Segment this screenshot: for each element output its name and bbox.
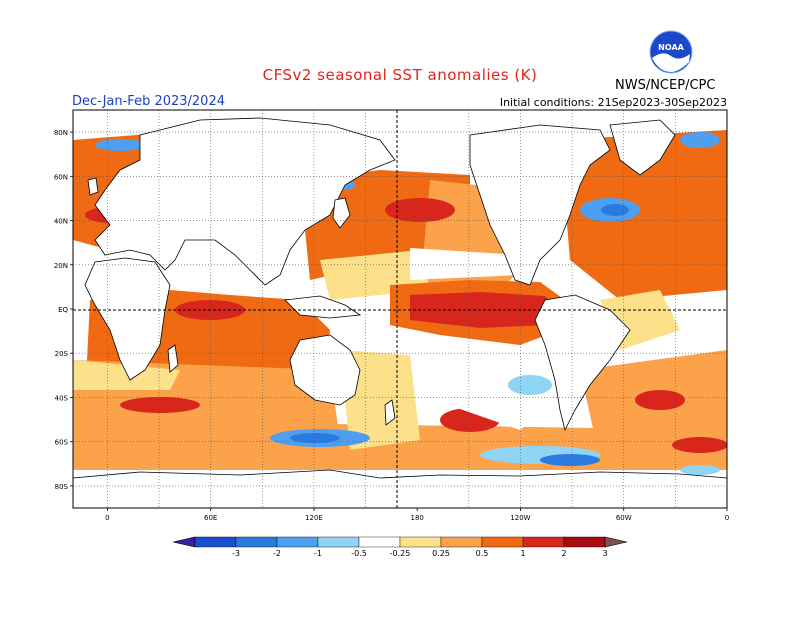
colorbar-swatch [481,536,524,548]
hot-spot-kuroshio [385,198,455,222]
colorbar-swatch [194,536,237,548]
colorbar-swatch [522,536,565,548]
cool-drake [540,454,600,466]
colorbar-label: 0.5 [476,549,489,558]
north-america [469,124,611,286]
latitude-label: 40N [54,218,68,226]
latitude-label: 80S [55,483,69,491]
colorbar-label: -0.25 [390,549,411,558]
neutral-south-pacific-mid [380,355,560,430]
longitude-label: 120E [305,514,323,522]
latitude-label: 80N [54,129,68,137]
colorbar-swatch [317,536,360,548]
noaa-logo-icon: NOAA [649,30,693,74]
eurasia [94,117,396,286]
colorbar-label: -3 [232,549,240,558]
warm-north-pacific-west [300,170,470,280]
season-label: Dec-Jan-Feb 2023/2024 [72,94,225,109]
australia [289,334,361,406]
svg-text:NOAA: NOAA [658,43,684,52]
maritime-continent [284,295,362,319]
africa [84,257,171,381]
anomaly-field [73,110,727,508]
latitude-label: 20N [54,262,68,270]
continents [73,117,727,508]
colorbar-swatch [440,536,483,548]
greenland [609,119,676,176]
colorbar-swatch [235,536,278,548]
colorbar-swatch [358,536,401,548]
colorbar-high-arrow [604,536,628,548]
agency-label: NWS/NCEP/CPC [615,78,716,93]
colorbar-swatch [563,536,606,548]
latitude-label: 60S [55,439,69,447]
longitude-label: 60W [616,514,632,522]
colorbar-legend: -3 -2 -1 -0.5 -0.25 0.25 0.5 1 2 3 [172,536,628,558]
colorbar-label: 3 [602,549,607,558]
map-title: CFSv2 seasonal SST anomalies (K) [262,66,538,84]
longitude-label: 0 [105,514,109,522]
neutral-west-pacific [410,248,520,280]
cool-labrador [680,132,720,148]
antarctica [73,469,727,508]
longitude-label: 0 [725,514,729,522]
colorbar-swatch [276,536,319,548]
latitude-label: 40S [55,394,69,402]
latitude-label: 60N [54,173,68,181]
hot-spot-south-indian [120,397,200,413]
cool-north-atlantic-core [601,204,629,216]
colorbar-label: 1 [520,549,525,558]
hot-spot-argentina [635,390,685,410]
colorbar-swatch [399,536,442,548]
colorbar-label: -2 [273,549,281,558]
warm-north-atlantic [560,130,727,300]
cool-arctic [95,139,145,151]
cool-south-atlantic-east [680,465,720,475]
latitude-label: EQ [58,306,68,314]
colorbar-label: -1 [314,549,322,558]
hot-spot-south-atlantic [672,437,727,453]
latitude-labels: 80N 60N 40N 20N EQ 20S 40S 60S 80S [54,129,73,491]
colorbar-label: 2 [561,549,566,558]
new-zealand [384,399,396,426]
graticule [73,110,728,508]
initial-conditions-label: Initial conditions: 21Sep2023-30Sep2023 [499,96,727,109]
madagascar [167,344,179,373]
longitude-label: 60E [204,514,217,522]
neutral-tasman [340,350,420,450]
neutral-indian-south [73,360,180,390]
colorbar-label: -0.5 [351,549,367,558]
longitude-label: 120W [510,514,530,522]
colorbar-low-arrow [172,536,196,548]
longitude-labels: 0 60E 120E 180 120W 60W 0 [105,508,729,522]
latitude-label: 20S [55,350,69,358]
uk [87,177,99,196]
colorbar-label: 0.25 [432,549,450,558]
cool-southern-ocean-aus-core [290,433,340,443]
longitude-label: 180 [411,514,424,522]
cool-peru [508,375,552,395]
